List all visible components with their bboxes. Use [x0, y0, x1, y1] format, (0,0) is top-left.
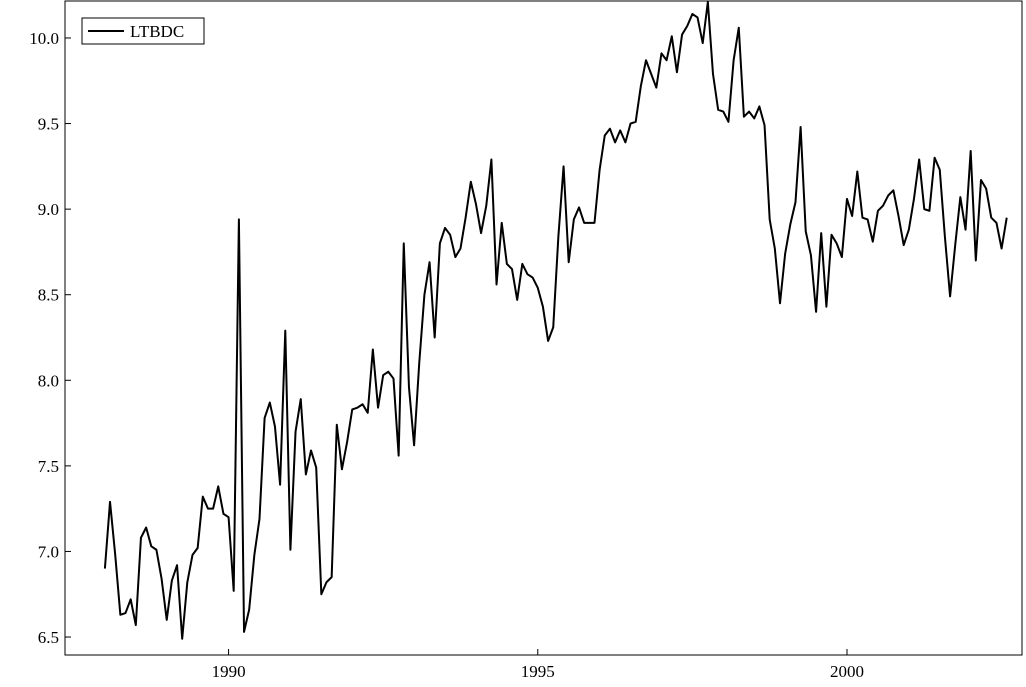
x-tick-label: 2000 — [830, 662, 864, 681]
y-tick-label: 10.0 — [29, 29, 59, 48]
y-tick-label: 7.5 — [38, 457, 59, 476]
series-line — [103, 1, 1008, 640]
y-tick-label: 8.0 — [38, 371, 59, 390]
plot-frame — [64, 0, 1023, 656]
legend-label: LTBDC — [130, 22, 184, 41]
x-tick-label: 1995 — [521, 662, 555, 681]
y-tick-label: 7.0 — [38, 542, 59, 561]
y-tick-label: 9.5 — [38, 115, 59, 134]
y-tick-label: 6.5 — [38, 628, 59, 647]
x-tick-label: 1990 — [212, 662, 246, 681]
y-tick-label: 9.0 — [38, 200, 59, 219]
y-tick-label: 8.5 — [38, 286, 59, 305]
